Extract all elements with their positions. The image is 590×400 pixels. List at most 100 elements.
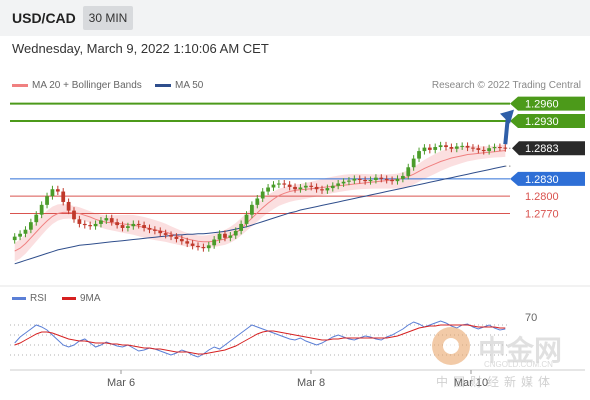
timeframe-button[interactable]: 30 MIN xyxy=(83,6,133,30)
candle-body-83 xyxy=(460,145,465,147)
rsi-level-label: 70 xyxy=(525,312,537,324)
candle-body-9 xyxy=(61,191,66,202)
candle-body-21 xyxy=(126,226,130,228)
level-label-3: 1.2800 xyxy=(525,191,559,203)
candle-body-43 xyxy=(244,214,249,224)
rsi-ma-line xyxy=(14,324,506,355)
candle-body-27 xyxy=(158,230,163,234)
level-label-2: 1.2830 xyxy=(525,174,559,186)
candle-body-52 xyxy=(293,186,297,190)
ma20-line xyxy=(14,150,506,252)
last-price-tag xyxy=(512,141,585,156)
watermark-cn: 中国财经新媒体 xyxy=(436,375,556,389)
last-price-label: 1.2883 xyxy=(525,143,559,155)
candle-body-86 xyxy=(476,148,481,150)
candle-body-32 xyxy=(185,241,190,244)
x-tick-label-1: Mar 8 xyxy=(297,377,325,389)
candle-body-66 xyxy=(368,179,373,182)
level-tag-2 xyxy=(510,171,585,186)
ma20-swatch xyxy=(12,83,28,87)
chart-datetime: Wednesday, March 9, 2022 1:10:06 AM CET xyxy=(12,41,269,56)
candle-body-59 xyxy=(330,185,335,189)
candle-body-82 xyxy=(454,146,459,149)
candle-body-44 xyxy=(250,204,254,215)
candle-body-69 xyxy=(384,178,389,180)
candle-body-90 xyxy=(498,147,502,149)
candle-body-81 xyxy=(449,147,454,149)
rsi-swatch xyxy=(12,296,26,300)
candle-body-84 xyxy=(465,145,470,148)
candle-body-65 xyxy=(363,179,368,182)
candle-body-7 xyxy=(50,189,55,197)
forecast-arrowhead-icon xyxy=(500,109,514,124)
candle-body-56 xyxy=(314,186,319,190)
legend-ma50: MA 50 xyxy=(155,80,203,91)
legend-ma20: MA 20 + Bollinger Bands xyxy=(12,80,142,91)
candle-body-15 xyxy=(93,223,98,227)
level-tag-0 xyxy=(510,96,585,111)
candle-body-49 xyxy=(276,183,281,185)
candle-body-79 xyxy=(438,145,443,148)
candle-body-20 xyxy=(120,225,125,228)
candle-body-10 xyxy=(66,201,71,211)
candle-body-12 xyxy=(77,219,82,224)
ma9-swatch xyxy=(62,296,76,300)
candle-body-16 xyxy=(99,220,103,224)
candle-body-78 xyxy=(433,147,438,150)
candle-body-68 xyxy=(379,177,384,179)
legend-9ma: 9MA xyxy=(62,293,101,304)
candle-body-5 xyxy=(39,204,44,215)
candle-body-48 xyxy=(271,184,276,188)
candle-body-70 xyxy=(390,179,394,182)
candle-body-6 xyxy=(45,196,49,205)
candle-body-87 xyxy=(481,149,486,152)
candle-body-67 xyxy=(374,177,378,180)
watermark-sub: CNGOLD.COM.CN xyxy=(484,360,553,369)
candle-body-39 xyxy=(223,233,227,238)
candle-body-24 xyxy=(142,225,146,228)
candle-body-19 xyxy=(115,222,120,226)
candle-body-11 xyxy=(72,210,76,220)
candle-body-74 xyxy=(411,158,416,168)
symbol-label: USD/CAD xyxy=(12,10,76,26)
candle-body-38 xyxy=(217,233,222,240)
candle-body-73 xyxy=(406,167,411,176)
ma20-legend-label: MA 20 + Bollinger Bands xyxy=(32,80,142,91)
candle-body-1 xyxy=(18,233,22,237)
ma50-line xyxy=(14,165,506,265)
watermark: 中金网 CNGOLD.COM.CN 中国财经新媒体 xyxy=(430,325,580,395)
candle-body-46 xyxy=(260,191,265,199)
candle-body-53 xyxy=(298,187,303,190)
research-credit: Research © 2022 Trading Central xyxy=(431,80,581,91)
candle-body-40 xyxy=(228,235,233,238)
candle-body-50 xyxy=(282,183,287,185)
candle-body-29 xyxy=(169,234,173,237)
candle-body-60 xyxy=(336,183,341,186)
x-tick-label-2: Mar 10 xyxy=(454,377,488,389)
candle-body-28 xyxy=(163,233,168,235)
candle-body-47 xyxy=(266,187,270,192)
candle-body-0 xyxy=(12,236,17,241)
candle-body-34 xyxy=(196,245,200,248)
candle-body-35 xyxy=(201,247,206,249)
candle-body-42 xyxy=(239,223,244,231)
candle-body-4 xyxy=(34,214,39,223)
candle-body-63 xyxy=(352,178,357,181)
ma50-legend-label: MA 50 xyxy=(175,80,204,91)
candle-body-58 xyxy=(325,188,330,191)
candle-body-54 xyxy=(303,185,308,188)
ma9-legend-label: 9MA xyxy=(80,293,101,304)
candle-body-25 xyxy=(147,227,152,230)
level-label-1: 1.2930 xyxy=(525,116,559,128)
level-tag-1 xyxy=(510,114,585,129)
candle-body-61 xyxy=(341,181,346,184)
candle-body-22 xyxy=(131,223,136,227)
rsi-line xyxy=(14,320,506,358)
candle-body-31 xyxy=(179,238,184,242)
candle-body-33 xyxy=(190,243,195,246)
candle-body-36 xyxy=(206,245,211,249)
ma50-swatch xyxy=(155,83,171,87)
candle-body-18 xyxy=(109,218,114,223)
candle-body-91 xyxy=(503,147,508,149)
candle-body-55 xyxy=(309,185,314,187)
